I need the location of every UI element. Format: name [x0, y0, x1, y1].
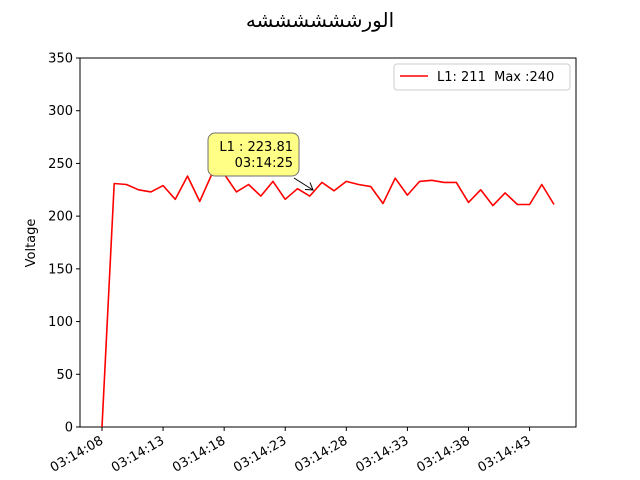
y-tick-label: 250: [48, 157, 73, 172]
legend: L1: 211 Max :240: [393, 63, 571, 91]
y-tick-label: 100: [48, 315, 73, 330]
annotation-arrow-head: [304, 182, 314, 191]
annotation-box: [207, 132, 300, 177]
series-line-l1: [101, 173, 555, 428]
plot-area: [79, 57, 577, 428]
y-tick-label: 200: [48, 210, 73, 225]
legend-frame: [393, 63, 571, 91]
y-tick-label: 0: [65, 421, 73, 436]
annotation-arrow-line: [293, 177, 314, 191]
y-tick-label: 150: [48, 262, 73, 277]
hover-annotation: L1 : 223.81 03:14:25: [207, 132, 314, 191]
chart-title: الورششششششه: [246, 8, 394, 32]
annotation-time: 03:14:25: [235, 156, 293, 171]
plot-frame: [79, 57, 577, 428]
annotation-value: L1 : 223.81: [219, 140, 293, 155]
y-axis-label: Voltage: [24, 219, 39, 268]
series-layer: [101, 173, 555, 428]
y-tick-label: 300: [48, 104, 73, 119]
y-tick-label: 350: [48, 52, 73, 67]
y-tick-label: 50: [56, 368, 73, 383]
legend-entry-l1: L1: 211 Max :240: [437, 70, 554, 85]
y-axis: 0 50 100 150 200 250 300 350: [48, 52, 80, 436]
